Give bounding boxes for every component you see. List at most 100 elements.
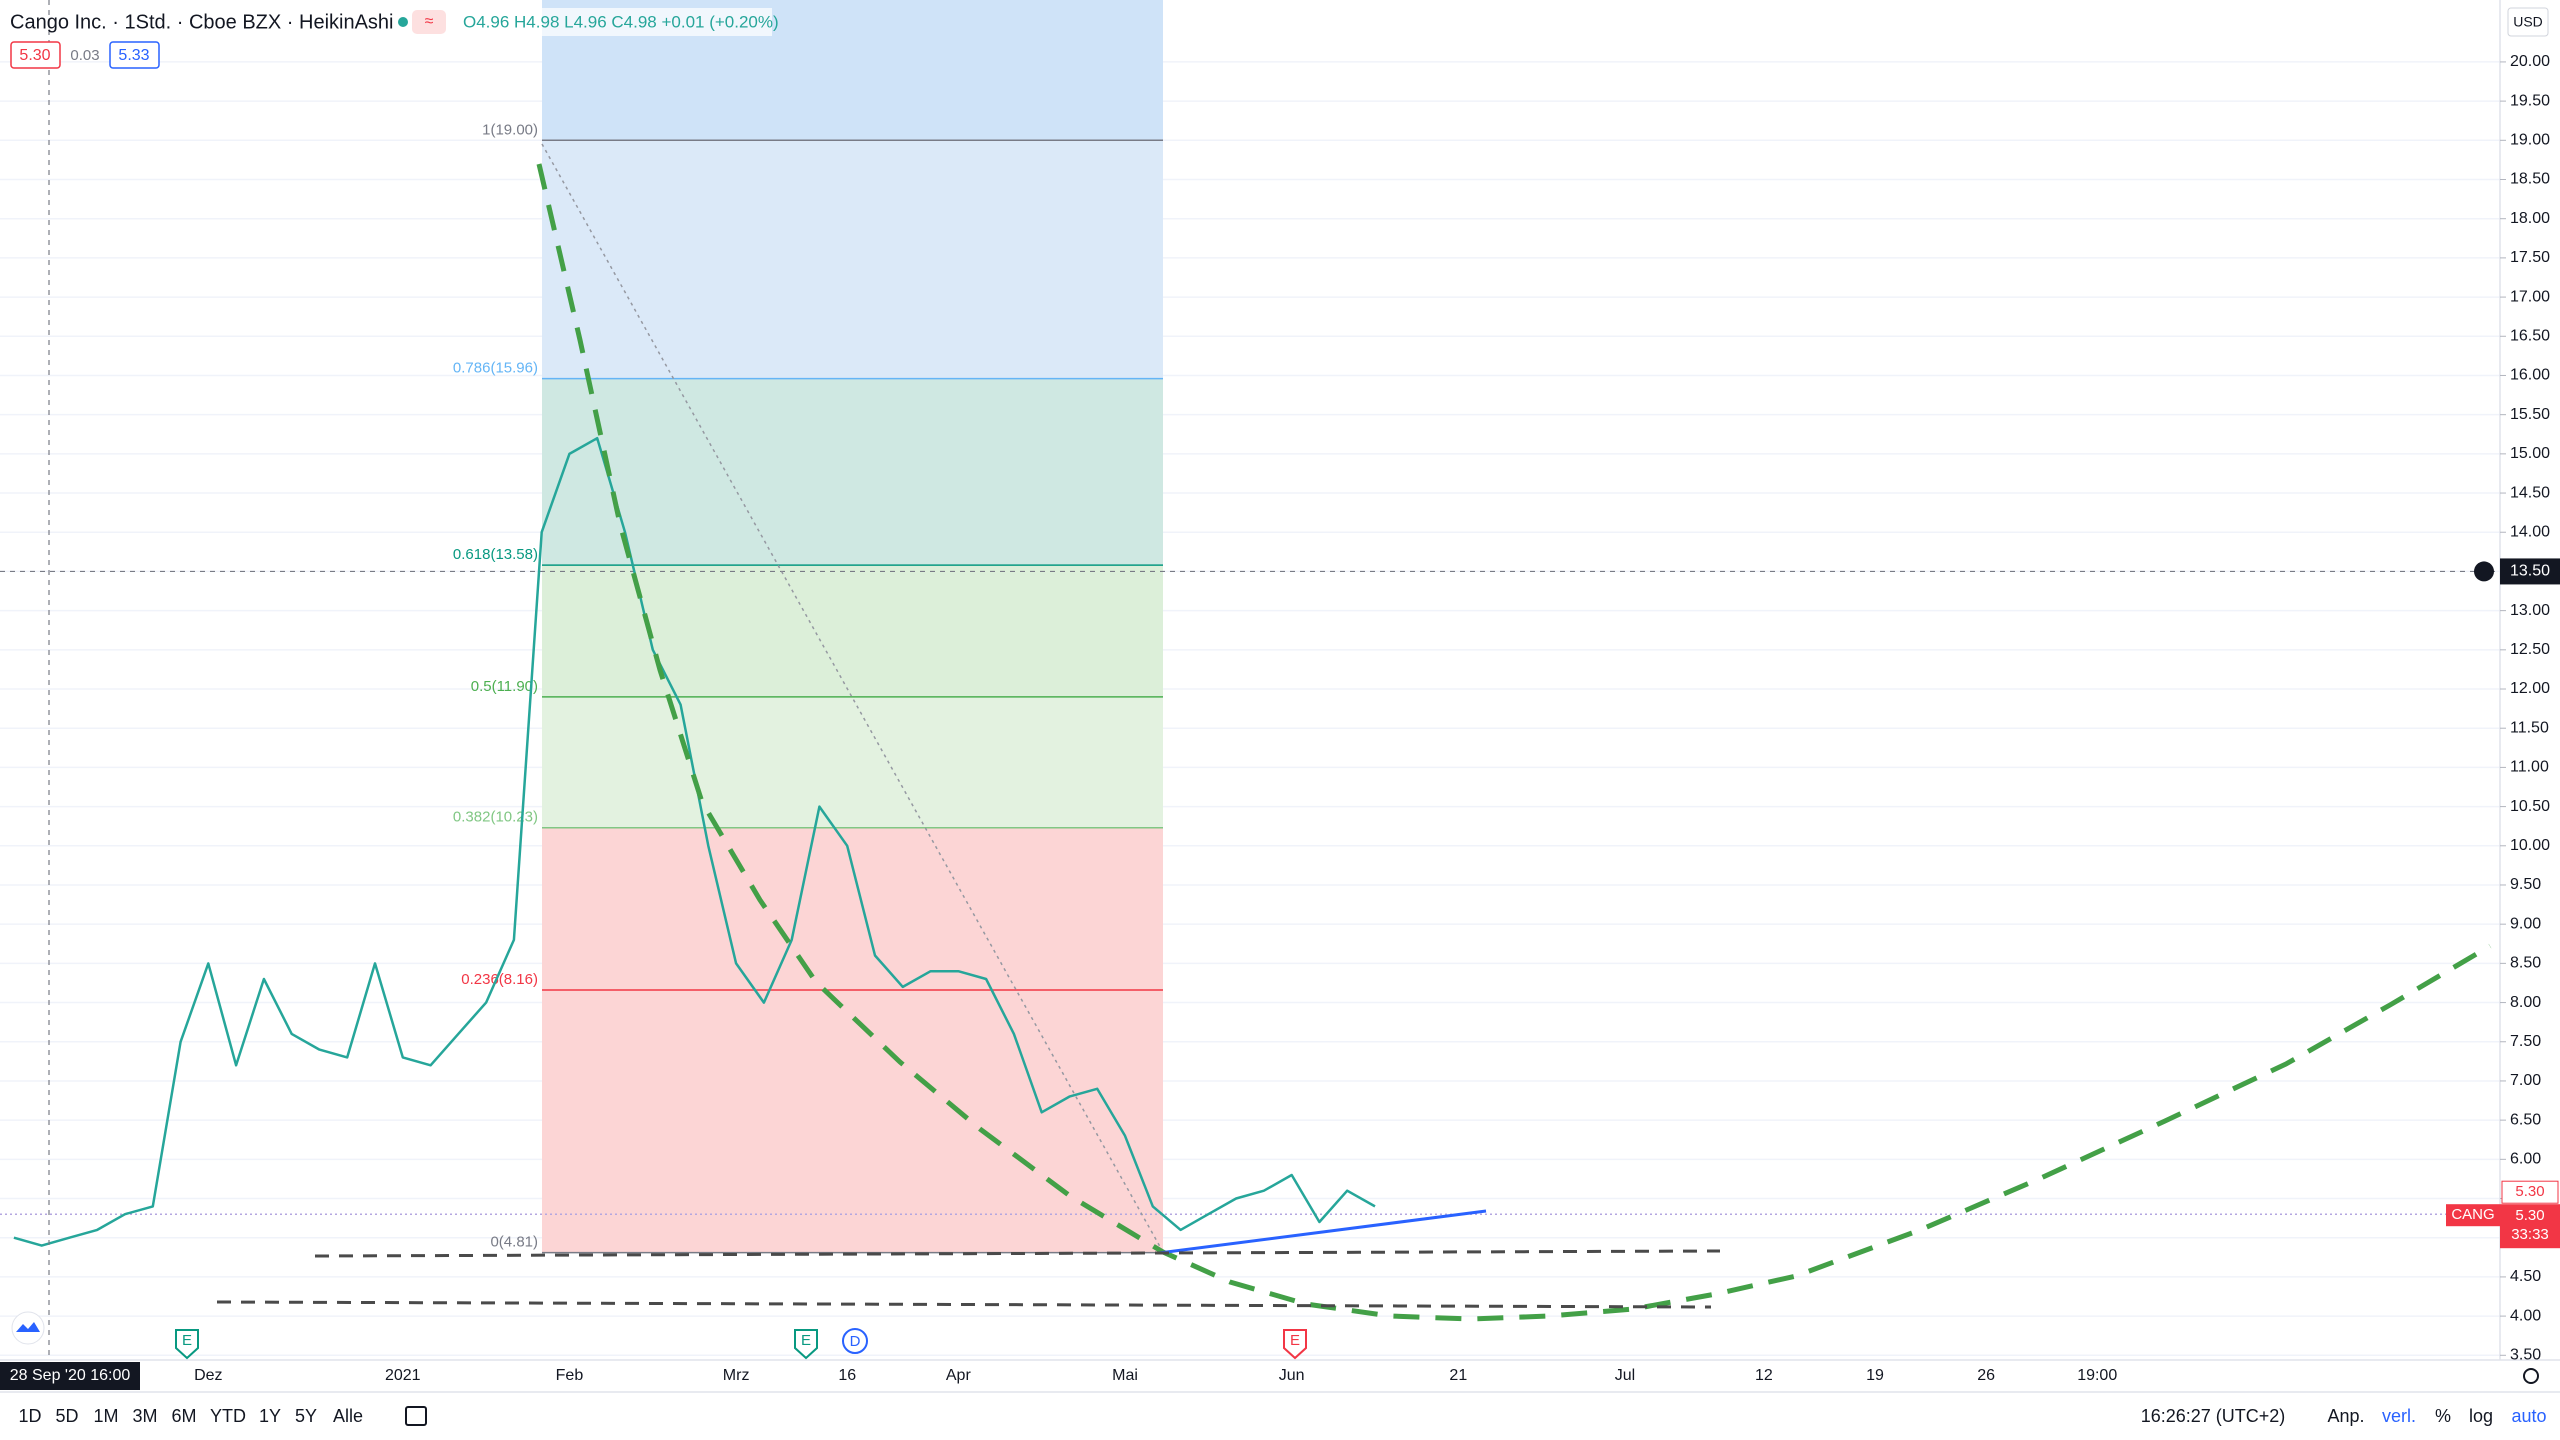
crosshair-add-button[interactable] xyxy=(2474,561,2494,582)
settings-icon[interactable] xyxy=(2523,1368,2539,1384)
y-tick-label: 10.00 xyxy=(2510,837,2550,854)
y-tick-label: 19.00 xyxy=(2510,132,2550,149)
y-tick-label: 8.00 xyxy=(2510,994,2541,1011)
currency-box[interactable] xyxy=(2507,7,2549,37)
event-markers: E E D E xyxy=(175,1328,1307,1360)
symbol-badge xyxy=(2446,1204,2500,1227)
x-tick-label: Mrz xyxy=(723,1367,750,1384)
event-marker[interactable] xyxy=(1283,1329,1307,1360)
fib-band xyxy=(542,696,1163,828)
event-label: D xyxy=(850,1333,861,1350)
range-button[interactable]: Alle xyxy=(333,1406,363,1426)
last-price-badge xyxy=(2500,1204,2560,1249)
y-tick-label: 20.00 xyxy=(2510,53,2550,70)
y-tick-label: 18.00 xyxy=(2510,210,2550,227)
countdown: 33:33 xyxy=(2511,1226,2549,1243)
range-button[interactable]: 3M xyxy=(132,1406,157,1426)
x-tick-label: Feb xyxy=(556,1367,584,1384)
range-button[interactable]: 1Y xyxy=(259,1406,281,1426)
y-tick-label: 16.00 xyxy=(2510,367,2550,384)
status-dot xyxy=(398,17,408,27)
scale-option[interactable]: Anp. xyxy=(2327,1406,2364,1426)
y-tick-label: 15.50 xyxy=(2510,406,2550,423)
event-marker[interactable] xyxy=(175,1329,199,1360)
y-tick-label: 12.50 xyxy=(2510,641,2550,658)
scale-option[interactable]: verl. xyxy=(2382,1406,2416,1426)
event-label: E xyxy=(182,1332,192,1349)
bid-price: 5.30 xyxy=(19,47,50,64)
y-tick-label: 18.50 xyxy=(2510,171,2550,188)
fib-level-label: 1(19.00) xyxy=(482,121,538,138)
x-tick-label: 21 xyxy=(1449,1367,1467,1384)
fib-band xyxy=(542,990,1163,1253)
range-button[interactable]: 1M xyxy=(93,1406,118,1426)
logo-mark xyxy=(16,1322,40,1332)
y-tick-label: 7.00 xyxy=(2510,1072,2541,1089)
bottom-toolbar: 1D 5D 1M 3M 6M YTD 1Y 5Y Alle Anp. verl.% log auto xyxy=(18,1406,2546,1426)
y-tick-label: 13.00 xyxy=(2510,602,2550,619)
last-price-label: 5.30 xyxy=(2515,1207,2544,1224)
range-button[interactable]: YTD xyxy=(210,1406,246,1426)
logo[interactable] xyxy=(11,1311,45,1345)
support-line[interactable] xyxy=(216,1300,1712,1309)
x-tick-label: 12 xyxy=(1755,1367,1773,1384)
y-tick-label: 6.00 xyxy=(2510,1151,2541,1168)
event-label: E xyxy=(801,1332,811,1349)
scale-option[interactable]: log xyxy=(2469,1406,2493,1426)
fib-band xyxy=(542,827,1163,991)
y-tick-label: 4.00 xyxy=(2510,1307,2541,1324)
range-button[interactable]: 1D xyxy=(18,1406,41,1426)
y-tick-label: 11.00 xyxy=(2510,759,2549,776)
x-tick-label: Jun xyxy=(1279,1367,1305,1384)
range-button[interactable]: 5Y xyxy=(295,1406,317,1426)
event-label: E xyxy=(1290,1332,1300,1349)
fib-level-label: 0.618(13.58) xyxy=(453,546,538,563)
y-tick-label: 9.00 xyxy=(2510,915,2541,932)
fib-band xyxy=(542,565,1163,697)
ask-box[interactable] xyxy=(109,41,160,69)
y-tick-label: 9.50 xyxy=(2510,876,2541,893)
fib-trend-line xyxy=(541,143,1164,1253)
x-tick-label: 19:00 xyxy=(2077,1367,2117,1384)
scale-option[interactable]: auto xyxy=(2511,1406,2546,1426)
crosshair-time-badge xyxy=(0,1362,140,1390)
fib-band xyxy=(542,378,1163,566)
ohlc-bg xyxy=(458,8,772,36)
y-tick-label: 19.50 xyxy=(2510,92,2550,109)
fib-level-label: 0.786(15.96) xyxy=(453,360,538,377)
trend-line[interactable] xyxy=(1158,1209,1487,1255)
symbol-title: Cango Inc. · 1Std. · Cboe BZX · HeikinAs… xyxy=(10,11,394,33)
scale-option[interactable]: % xyxy=(2435,1406,2451,1426)
support-line[interactable] xyxy=(314,1249,1721,1258)
y-tick-label: 14.00 xyxy=(2510,523,2550,540)
y-tick-label: 3.50 xyxy=(2510,1347,2541,1364)
range-button[interactable]: 6M xyxy=(171,1406,196,1426)
crosshair-time-label: 28 Sep '20 16:00 xyxy=(10,1367,131,1384)
bid-box[interactable] xyxy=(10,41,61,69)
fib-level-label: 0(4.81) xyxy=(490,1234,538,1251)
symbol-badge-label: CANG xyxy=(2451,1206,2494,1223)
x-tick-label: 26 xyxy=(1977,1367,1995,1384)
event-marker[interactable] xyxy=(794,1329,818,1360)
plot-background xyxy=(0,0,2500,1357)
ask-price: 5.33 xyxy=(118,47,149,64)
y-tick-label: 16.50 xyxy=(2510,327,2550,344)
event-marker[interactable] xyxy=(842,1328,868,1354)
plot: 1(19.00) 0.786(15.96) 0.618(13.58) 0.5(11.9… xyxy=(0,121,2500,1254)
x-tick-label: Apr xyxy=(946,1367,972,1384)
y-tick-label: 4.50 xyxy=(2510,1268,2541,1285)
range-button[interactable]: 5D xyxy=(55,1406,78,1426)
y-tick-label: 8.50 xyxy=(2510,955,2541,972)
x-tick-label: 2021 xyxy=(385,1367,421,1384)
x-tick-label: 19 xyxy=(1866,1367,1884,1384)
currency: USD xyxy=(2513,14,2543,30)
price-badge-label: 5.30 xyxy=(2515,1183,2544,1200)
fib-level-label: 0.5(11.90) xyxy=(471,678,538,695)
status-pill[interactable] xyxy=(412,10,446,34)
date-range-icon[interactable] xyxy=(405,1406,427,1426)
price-badge xyxy=(2501,1180,2559,1204)
ohlc-values: O4.96 H4.98 L4.96 C4.98 +0.01 (+0.20%) xyxy=(463,12,779,31)
drawings xyxy=(216,143,2492,1322)
